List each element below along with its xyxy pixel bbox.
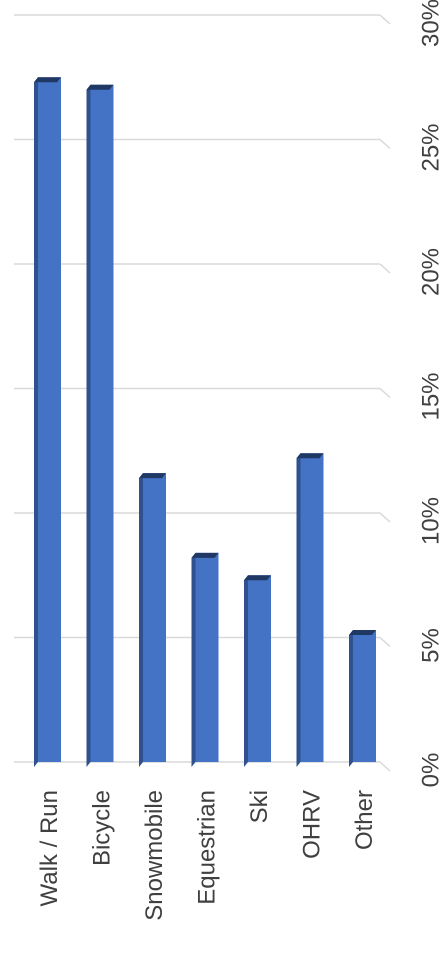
gridline-depth <box>379 636 391 648</box>
bar-front-face <box>248 575 271 762</box>
category-label: Equestrian <box>193 790 220 905</box>
category-label: Snowmobile <box>141 790 168 921</box>
bar-top-face <box>244 575 271 581</box>
bar-top-face <box>139 473 166 479</box>
gridline-depth <box>379 14 391 25</box>
bar <box>86 84 114 768</box>
category-axis-labels: Walk / Run Bicycle Snowmobile Equestrian Ski… <box>36 790 378 921</box>
bar-front-face <box>195 552 219 762</box>
bar-front-face <box>90 84 114 763</box>
value-tick-label: 20% <box>417 248 444 296</box>
bar <box>296 453 324 767</box>
bar <box>34 77 61 767</box>
category-label: Ski <box>246 790 273 823</box>
bar-side-face <box>139 473 143 767</box>
bars <box>34 77 376 768</box>
bar-top-face <box>86 84 114 90</box>
bar-top-face <box>349 630 376 636</box>
value-tick-label: 30% <box>417 0 444 47</box>
value-tick-label: 10% <box>417 497 444 545</box>
bar-side-face <box>244 575 248 767</box>
value-axis-ticks: 0% 5% 10% 15% 20% 25% 30% <box>417 0 444 787</box>
bar-side-face <box>34 77 38 767</box>
bar-side-face <box>349 630 353 767</box>
value-tick-label: 5% <box>417 628 444 663</box>
bar <box>244 575 271 767</box>
category-label: Other <box>351 790 378 850</box>
gridline-depth <box>379 263 391 274</box>
category-label: Walk / Run <box>36 790 63 906</box>
bar <box>349 630 376 767</box>
bar-front-face <box>353 630 376 762</box>
bar-front-face <box>300 453 324 762</box>
category-label: OHRV <box>298 790 325 859</box>
bar-top-face <box>191 552 219 558</box>
gridline-depth <box>379 138 391 150</box>
gridlines <box>14 14 391 772</box>
gridline-depth <box>379 512 391 523</box>
gridline-depth <box>379 761 391 772</box>
value-tick-label: 15% <box>417 372 444 420</box>
value-tick-label: 0% <box>417 753 444 788</box>
category-label: Bicycle <box>88 790 115 866</box>
bar-front-face <box>38 77 61 762</box>
bar <box>139 473 166 767</box>
bar-side-face <box>296 453 301 767</box>
value-tick-label: 25% <box>417 123 444 171</box>
bar <box>191 552 219 767</box>
gridline-depth <box>379 387 391 399</box>
bar-front-face <box>143 473 166 762</box>
bar-side-face <box>86 84 91 768</box>
bar-side-face <box>191 552 196 767</box>
bar-top-face <box>34 77 61 83</box>
bar-top-face <box>296 453 324 459</box>
